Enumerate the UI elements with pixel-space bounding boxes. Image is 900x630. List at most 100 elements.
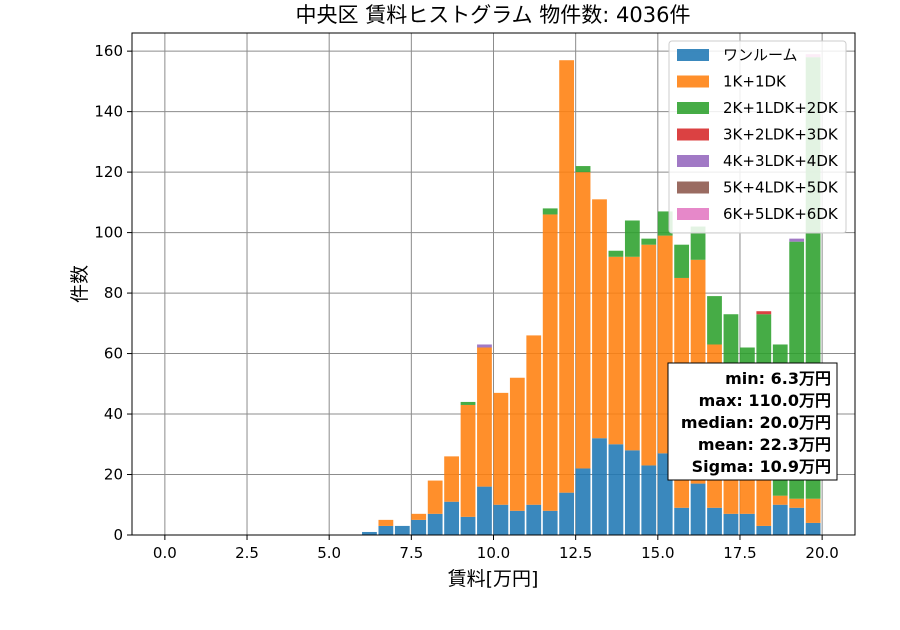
bar-segment <box>427 480 443 514</box>
bar-segment <box>477 347 492 487</box>
stats-line: Sigma: 10.9万円 <box>692 457 831 476</box>
bar-segment <box>378 525 394 535</box>
bar-segment <box>444 501 459 535</box>
bar-segment <box>509 377 525 511</box>
bar-segment <box>362 531 377 535</box>
bar-segment <box>641 465 657 535</box>
bar-segment <box>789 238 805 242</box>
x-tick-label: 15.0 <box>641 544 674 562</box>
bar-segment <box>477 486 492 535</box>
x-tick-label: 0.0 <box>153 544 177 562</box>
legend-swatch <box>677 75 709 88</box>
bar-segment <box>608 250 624 257</box>
bar-segment <box>575 166 591 173</box>
bar-segment <box>460 516 476 535</box>
bar-segment <box>674 244 690 278</box>
stats-line: min: 6.3万円 <box>725 369 831 388</box>
bar-segment <box>789 498 805 508</box>
bar-segment <box>723 314 739 363</box>
legend-swatch <box>677 208 709 220</box>
x-tick-label: 12.5 <box>559 544 592 562</box>
y-tick-label: 60 <box>104 345 123 363</box>
bar-segment <box>526 335 542 505</box>
bar-segment <box>526 504 542 535</box>
y-tick-label: 120 <box>94 163 123 181</box>
legend-swatch <box>677 155 709 167</box>
bar-segment <box>411 513 427 520</box>
bar-segment <box>772 495 788 505</box>
y-tick-label: 140 <box>94 103 123 121</box>
y-axis-ticks: 0 20 40 60 80 100 120 140 160 <box>94 42 132 544</box>
bar-segment <box>575 468 591 535</box>
bar-segment <box>575 172 591 469</box>
bar-segment <box>707 507 722 535</box>
y-axis-label: 件数 <box>69 265 91 303</box>
legend-label: 1K+1DK <box>723 73 787 91</box>
bar-segment <box>641 238 657 245</box>
x-tick-label: 5.0 <box>317 544 341 562</box>
stats-box: min: 6.3万円 max: 110.0万円 median: 20.0万円 mean… <box>667 362 838 481</box>
bar-segment <box>559 492 575 535</box>
x-tick-label: 17.5 <box>723 544 756 562</box>
bar-segment <box>592 438 607 535</box>
legend-label: 6K+5LDK+6DK <box>723 205 839 223</box>
legend-label: 2K+1LDK+2DK <box>723 99 839 117</box>
x-axis-ticks: 0.0 2.5 5.0 7.5 10.0 12.5 15.0 17.5 20.0 <box>153 535 839 562</box>
bar-segment <box>690 483 706 535</box>
y-tick-label: 100 <box>94 224 123 242</box>
x-tick-label: 7.5 <box>399 544 423 562</box>
y-tick-label: 0 <box>113 526 123 544</box>
bar-segment <box>559 60 575 493</box>
stats-line: mean: 22.3万円 <box>698 435 831 454</box>
bar-segment <box>608 444 624 535</box>
bar-segment <box>805 522 821 535</box>
bar-segment <box>394 525 410 535</box>
bar-segment <box>592 199 607 439</box>
bar-segment <box>427 513 443 535</box>
bar-segment <box>707 296 722 345</box>
bar-segment <box>378 519 394 526</box>
bar-segment <box>756 311 772 315</box>
y-tick-label: 20 <box>104 466 123 484</box>
legend-label: 4K+3LDK+4DK <box>723 152 839 170</box>
bar-segment <box>624 450 640 535</box>
bar-segment <box>608 256 624 445</box>
stats-line: max: 110.0万円 <box>699 391 831 410</box>
legend-swatch <box>677 181 709 194</box>
bar-segment <box>756 525 772 535</box>
x-tick-label: 20.0 <box>805 544 838 562</box>
legend-label: ワンルーム <box>723 46 798 64</box>
legend-swatch <box>677 102 709 114</box>
bar-segment <box>411 519 427 535</box>
y-tick-label: 160 <box>94 42 123 60</box>
bar-segment <box>739 513 755 535</box>
bar-segment <box>723 513 739 535</box>
legend-label: 5K+4LDK+5DK <box>723 179 839 197</box>
x-tick-label: 2.5 <box>235 544 259 562</box>
legend-box <box>668 40 847 234</box>
bar-segment <box>805 498 821 523</box>
x-tick-label: 10.0 <box>477 544 510 562</box>
bar-segment <box>772 504 788 535</box>
bar-segment <box>789 507 805 535</box>
legend-swatch <box>677 49 709 61</box>
stats-line: median: 20.0万円 <box>681 413 831 432</box>
bar-segment <box>641 244 657 466</box>
y-tick-label: 80 <box>104 284 123 302</box>
bar-segment <box>542 510 558 535</box>
bar-segment <box>493 504 509 535</box>
legend: ワンルーム 1K+1DK 2K+1LDK+2DK 3K+2LDK+3DK 4K+3LDK… <box>668 40 847 234</box>
bar-segment <box>460 404 476 517</box>
bar-segment <box>509 510 525 535</box>
bar-segment <box>690 226 706 260</box>
bar-segment <box>444 456 459 502</box>
bar-segment <box>460 401 476 405</box>
x-axis-label: 賃料[万円] <box>448 568 539 590</box>
bar-segment <box>674 507 690 535</box>
legend-label: 3K+2LDK+3DK <box>723 126 839 144</box>
bar-segment <box>542 208 558 215</box>
y-tick-label: 40 <box>104 405 123 423</box>
stats-box-frame <box>667 362 838 481</box>
legend-swatch <box>677 128 709 141</box>
